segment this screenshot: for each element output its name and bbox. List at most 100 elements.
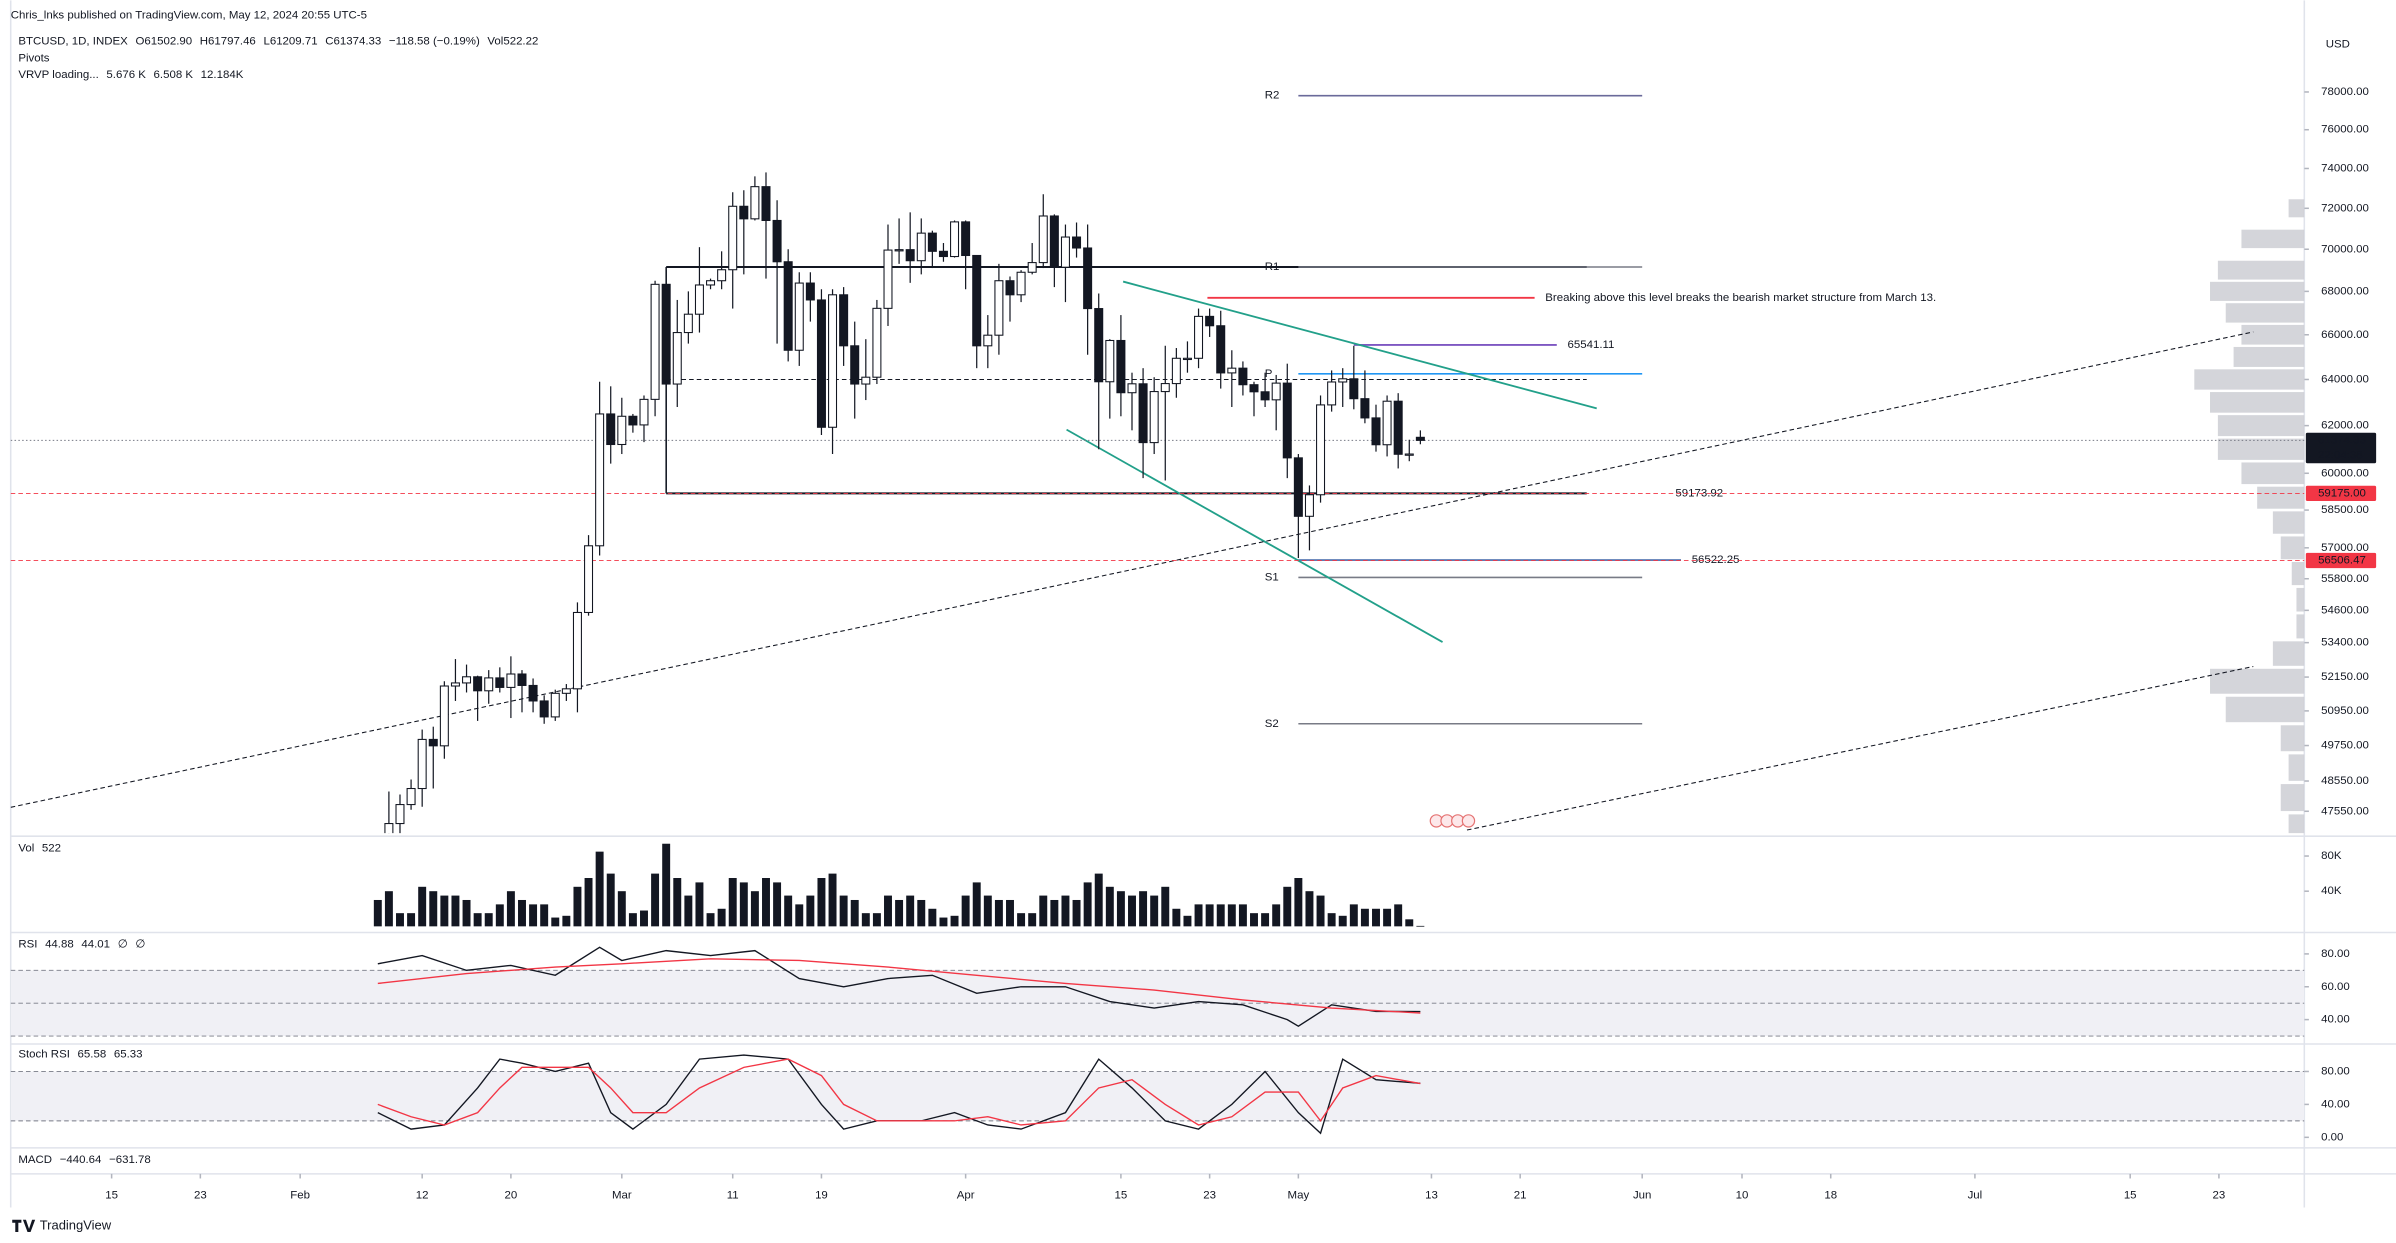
volume-bar [1416,925,1425,927]
volume-bar [429,891,438,927]
x-tick-label: 18 [1824,1189,1837,1201]
legend-item: L61209.71 [263,36,317,48]
pivot-label: P [1265,368,1273,380]
candle-body [1271,382,1281,401]
volume-bar [1083,882,1092,927]
candle-body [1393,400,1403,455]
x-tick-label: 19 [815,1189,828,1201]
price-tag [2305,485,2377,502]
y-tick-label: 62000.00 [2321,420,2369,432]
candle-body [650,283,660,400]
x-tick-label: Apr [957,1189,975,1201]
volume-bar [418,886,427,927]
candle-body [1293,457,1303,517]
volume-bar [573,886,582,927]
flags [1429,814,1476,828]
candle-body [1349,378,1359,400]
volume-bar [584,878,593,927]
candle-body [661,283,671,385]
candle-body [839,294,849,347]
volume-bar [1094,873,1103,927]
volume-bar [1050,899,1059,927]
y-tick-label: 68000.00 [2321,285,2369,297]
candle-body [561,688,571,694]
pivots-indicator: Pivots [18,52,49,64]
candle-body [417,738,427,790]
candle-body [584,545,594,614]
volume-bar [1194,904,1203,927]
volume-profile-bar [2257,486,2305,509]
legend-item: Vol522.22 [487,36,538,48]
x-tick-label: 10 [1736,1189,1749,1201]
candle-body [1316,404,1326,496]
candle-body [639,398,649,426]
volume-profile-bar [2288,754,2305,781]
volume-bar [1039,895,1048,927]
candle-body [450,682,460,687]
x-tick-label: Mar [612,1189,632,1201]
pivot-label: R1 [1265,261,1280,273]
volume-bar [773,882,782,927]
vrvp-value: 6.508 K [154,69,194,81]
volume-profile-bar [2217,415,2305,437]
volume-profile-bar [2296,614,2305,639]
y-tick-label: 55800.00 [2321,573,2369,585]
volume-bar [1250,913,1258,927]
volume-bar [717,908,726,927]
event-flag[interactable] [1461,814,1476,828]
volume-bar [1338,915,1347,927]
volume-bar [695,882,704,927]
volume-bar [1172,908,1181,927]
candle-body [1205,315,1215,327]
x-tick-label: 15 [105,1189,118,1201]
volume-bar [1383,908,1392,927]
legend-item: BTCUSD, 1D, INDEX [18,36,128,48]
candle-body [384,823,394,834]
volume-profile-bar [2217,438,2305,460]
volume-bar [1183,915,1192,927]
candle-body [1016,271,1026,296]
y-tick-label: 72000.00 [2321,202,2369,214]
volume-bar [407,913,416,927]
volume-bar [1006,899,1014,927]
volume-bar [1294,878,1303,927]
candle-body [1182,357,1192,361]
candle-body [1282,382,1292,459]
y-tick-label: 80.00 [2321,1066,2350,1078]
volume-bar [1283,886,1292,927]
volume-bar [828,873,837,927]
candle-body [883,249,893,309]
indicator-pane [10,946,2305,1037]
y-tick-label: 76000.00 [2321,124,2369,136]
legend-item: H61797.46 [200,36,256,48]
candle-body [1005,280,1015,296]
candle-body [1149,391,1159,444]
volume-bar [606,873,615,927]
volume-bar [1061,895,1070,927]
legend-value: −440.64 [60,1154,102,1166]
candle-body [1127,383,1137,394]
pane-title: Vol [18,842,34,854]
candle-body [805,282,815,301]
x-tick-label: 20 [505,1189,518,1201]
legend-value: −631.78 [109,1154,151,1166]
candle-body [861,376,871,385]
x-tick-label: 21 [1514,1189,1527,1201]
y-tick-label: 66000.00 [2321,329,2369,341]
volume-bar [1316,895,1325,927]
candle-body [983,334,993,347]
vrvp-label: VRVP loading... [18,69,98,81]
volume-bar [1139,891,1148,927]
candle-body [406,787,416,806]
candle-body [828,294,838,428]
candle-body [1138,383,1148,444]
y-tick-label: 50950.00 [2321,705,2369,717]
volume-bar [784,895,793,927]
volume-bar [728,878,737,927]
price-tag-label: 59175.00 [2318,487,2366,499]
y-tick-label: 80K [2321,850,2342,862]
volume-profile-bar [2217,260,2305,280]
legend-item: O61502.90 [135,36,192,48]
candle-body [794,282,804,351]
